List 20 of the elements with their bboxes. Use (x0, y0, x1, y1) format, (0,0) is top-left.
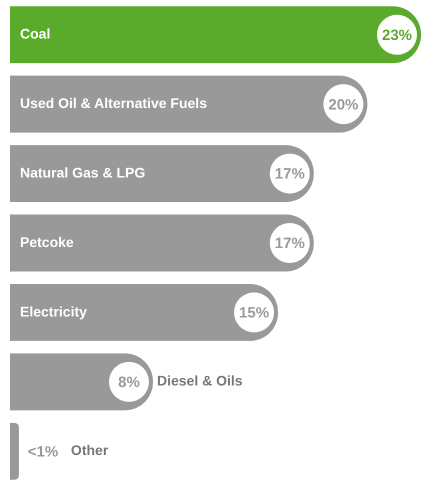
data-label: 8% (118, 374, 140, 391)
data-label: 17% (274, 235, 305, 252)
bar (10, 422, 19, 480)
bar (10, 6, 421, 64)
y-tick-label: Petcoke (20, 234, 74, 250)
bar (10, 145, 314, 202)
y-tick-label: Natural Gas & LPG (20, 164, 146, 180)
y-tick-label: Other (70, 442, 109, 458)
data-label: 17% (274, 166, 305, 183)
data-label: 20% (328, 96, 358, 114)
data-label: 15% (239, 304, 270, 322)
data-label: 23% (382, 26, 412, 44)
bar (10, 76, 368, 133)
bar (10, 214, 314, 272)
y-tick-label: Diesel & Oils (156, 372, 243, 389)
y-tick-label: Used Oil & Alternative Fuels (20, 95, 208, 111)
y-tick-label: Coal (20, 26, 50, 42)
data-label: <1% (28, 443, 58, 460)
bar (10, 284, 278, 341)
y-tick-label: Electricity (20, 303, 88, 320)
